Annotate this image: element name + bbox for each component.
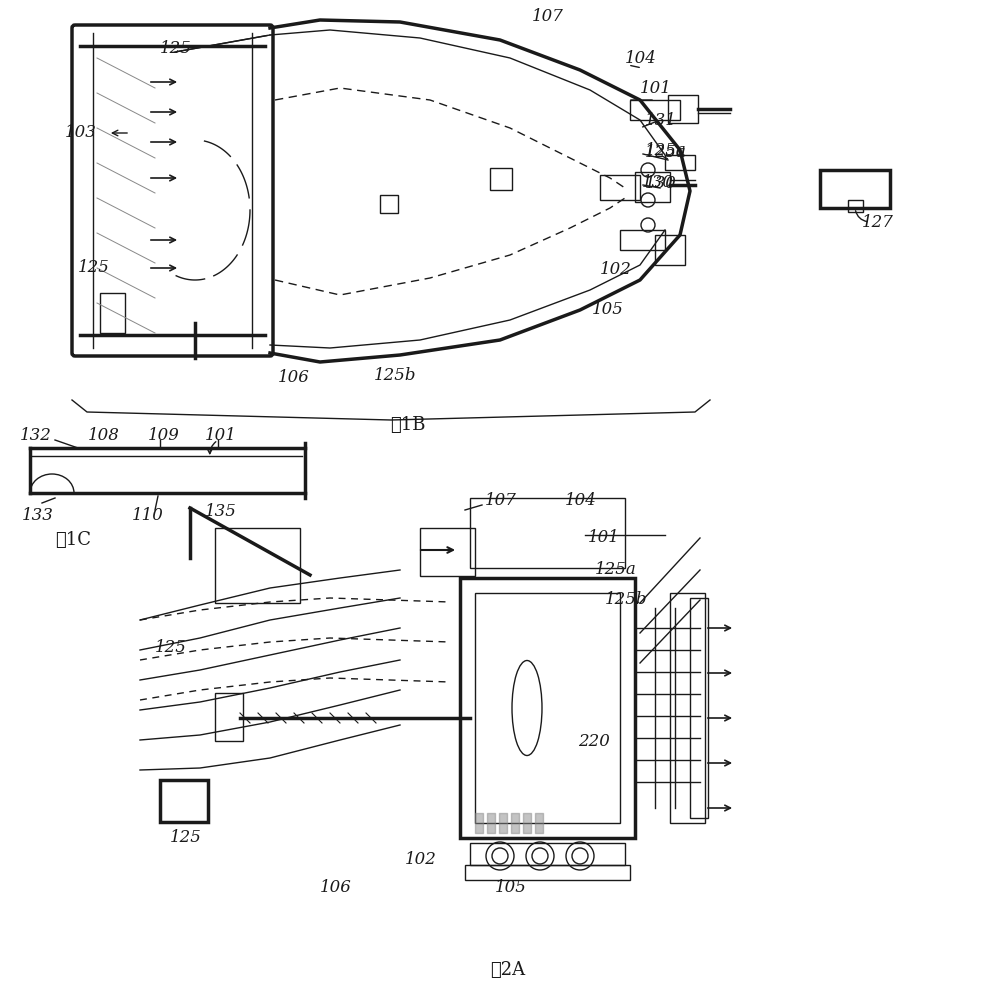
Text: 127: 127 xyxy=(862,214,894,230)
Bar xyxy=(690,598,708,818)
Bar xyxy=(215,693,243,741)
Text: 133: 133 xyxy=(22,507,54,524)
Text: 125: 125 xyxy=(160,40,192,56)
Text: 102: 102 xyxy=(405,852,437,868)
Text: 125: 125 xyxy=(170,830,202,847)
Bar xyxy=(460,578,635,838)
Text: 125a: 125a xyxy=(645,143,687,160)
Text: 132: 132 xyxy=(20,427,52,444)
Text: 135: 135 xyxy=(205,503,237,520)
Text: 102: 102 xyxy=(600,261,632,279)
Text: 131: 131 xyxy=(645,112,677,129)
Bar xyxy=(470,498,625,568)
Text: 107: 107 xyxy=(532,8,564,25)
Text: 105: 105 xyxy=(592,302,624,318)
Bar xyxy=(420,528,475,576)
Text: 104: 104 xyxy=(625,49,657,66)
Bar xyxy=(665,155,695,170)
Text: 125a: 125a xyxy=(645,141,687,158)
Bar xyxy=(668,95,698,123)
Text: 101: 101 xyxy=(588,529,620,547)
Bar xyxy=(490,168,512,190)
Text: 104: 104 xyxy=(565,492,597,508)
Text: 125b: 125b xyxy=(605,591,648,608)
Text: 图1B: 图1B xyxy=(390,416,426,434)
Bar xyxy=(600,175,640,200)
Text: 105: 105 xyxy=(495,879,527,896)
Text: 107: 107 xyxy=(485,492,517,508)
Text: 130: 130 xyxy=(642,173,674,191)
Bar xyxy=(620,230,665,250)
Text: 图2A: 图2A xyxy=(490,961,525,979)
Text: 103: 103 xyxy=(65,124,97,140)
Text: 106: 106 xyxy=(278,370,310,387)
Bar xyxy=(635,172,670,202)
Text: 106: 106 xyxy=(320,879,352,896)
Bar xyxy=(470,843,625,865)
Bar xyxy=(848,200,863,212)
Bar xyxy=(475,593,620,823)
Text: 220: 220 xyxy=(578,734,610,751)
Bar xyxy=(465,865,630,880)
Bar xyxy=(160,780,208,822)
Text: 108: 108 xyxy=(88,427,120,444)
Text: 101: 101 xyxy=(205,427,237,444)
Bar xyxy=(630,100,680,120)
Text: 图1C: 图1C xyxy=(55,531,91,549)
Text: 125b: 125b xyxy=(374,367,417,384)
Text: 125: 125 xyxy=(155,640,187,657)
Bar xyxy=(215,528,300,603)
Text: 130: 130 xyxy=(645,174,677,192)
Text: 125: 125 xyxy=(78,259,110,277)
Bar xyxy=(655,235,685,265)
Bar xyxy=(670,593,705,823)
Bar xyxy=(820,170,890,208)
Bar xyxy=(100,293,125,333)
Text: 125a: 125a xyxy=(595,562,637,579)
Bar xyxy=(380,195,398,213)
Text: 110: 110 xyxy=(132,507,164,524)
Text: 109: 109 xyxy=(148,427,180,444)
Text: 101: 101 xyxy=(640,79,672,97)
